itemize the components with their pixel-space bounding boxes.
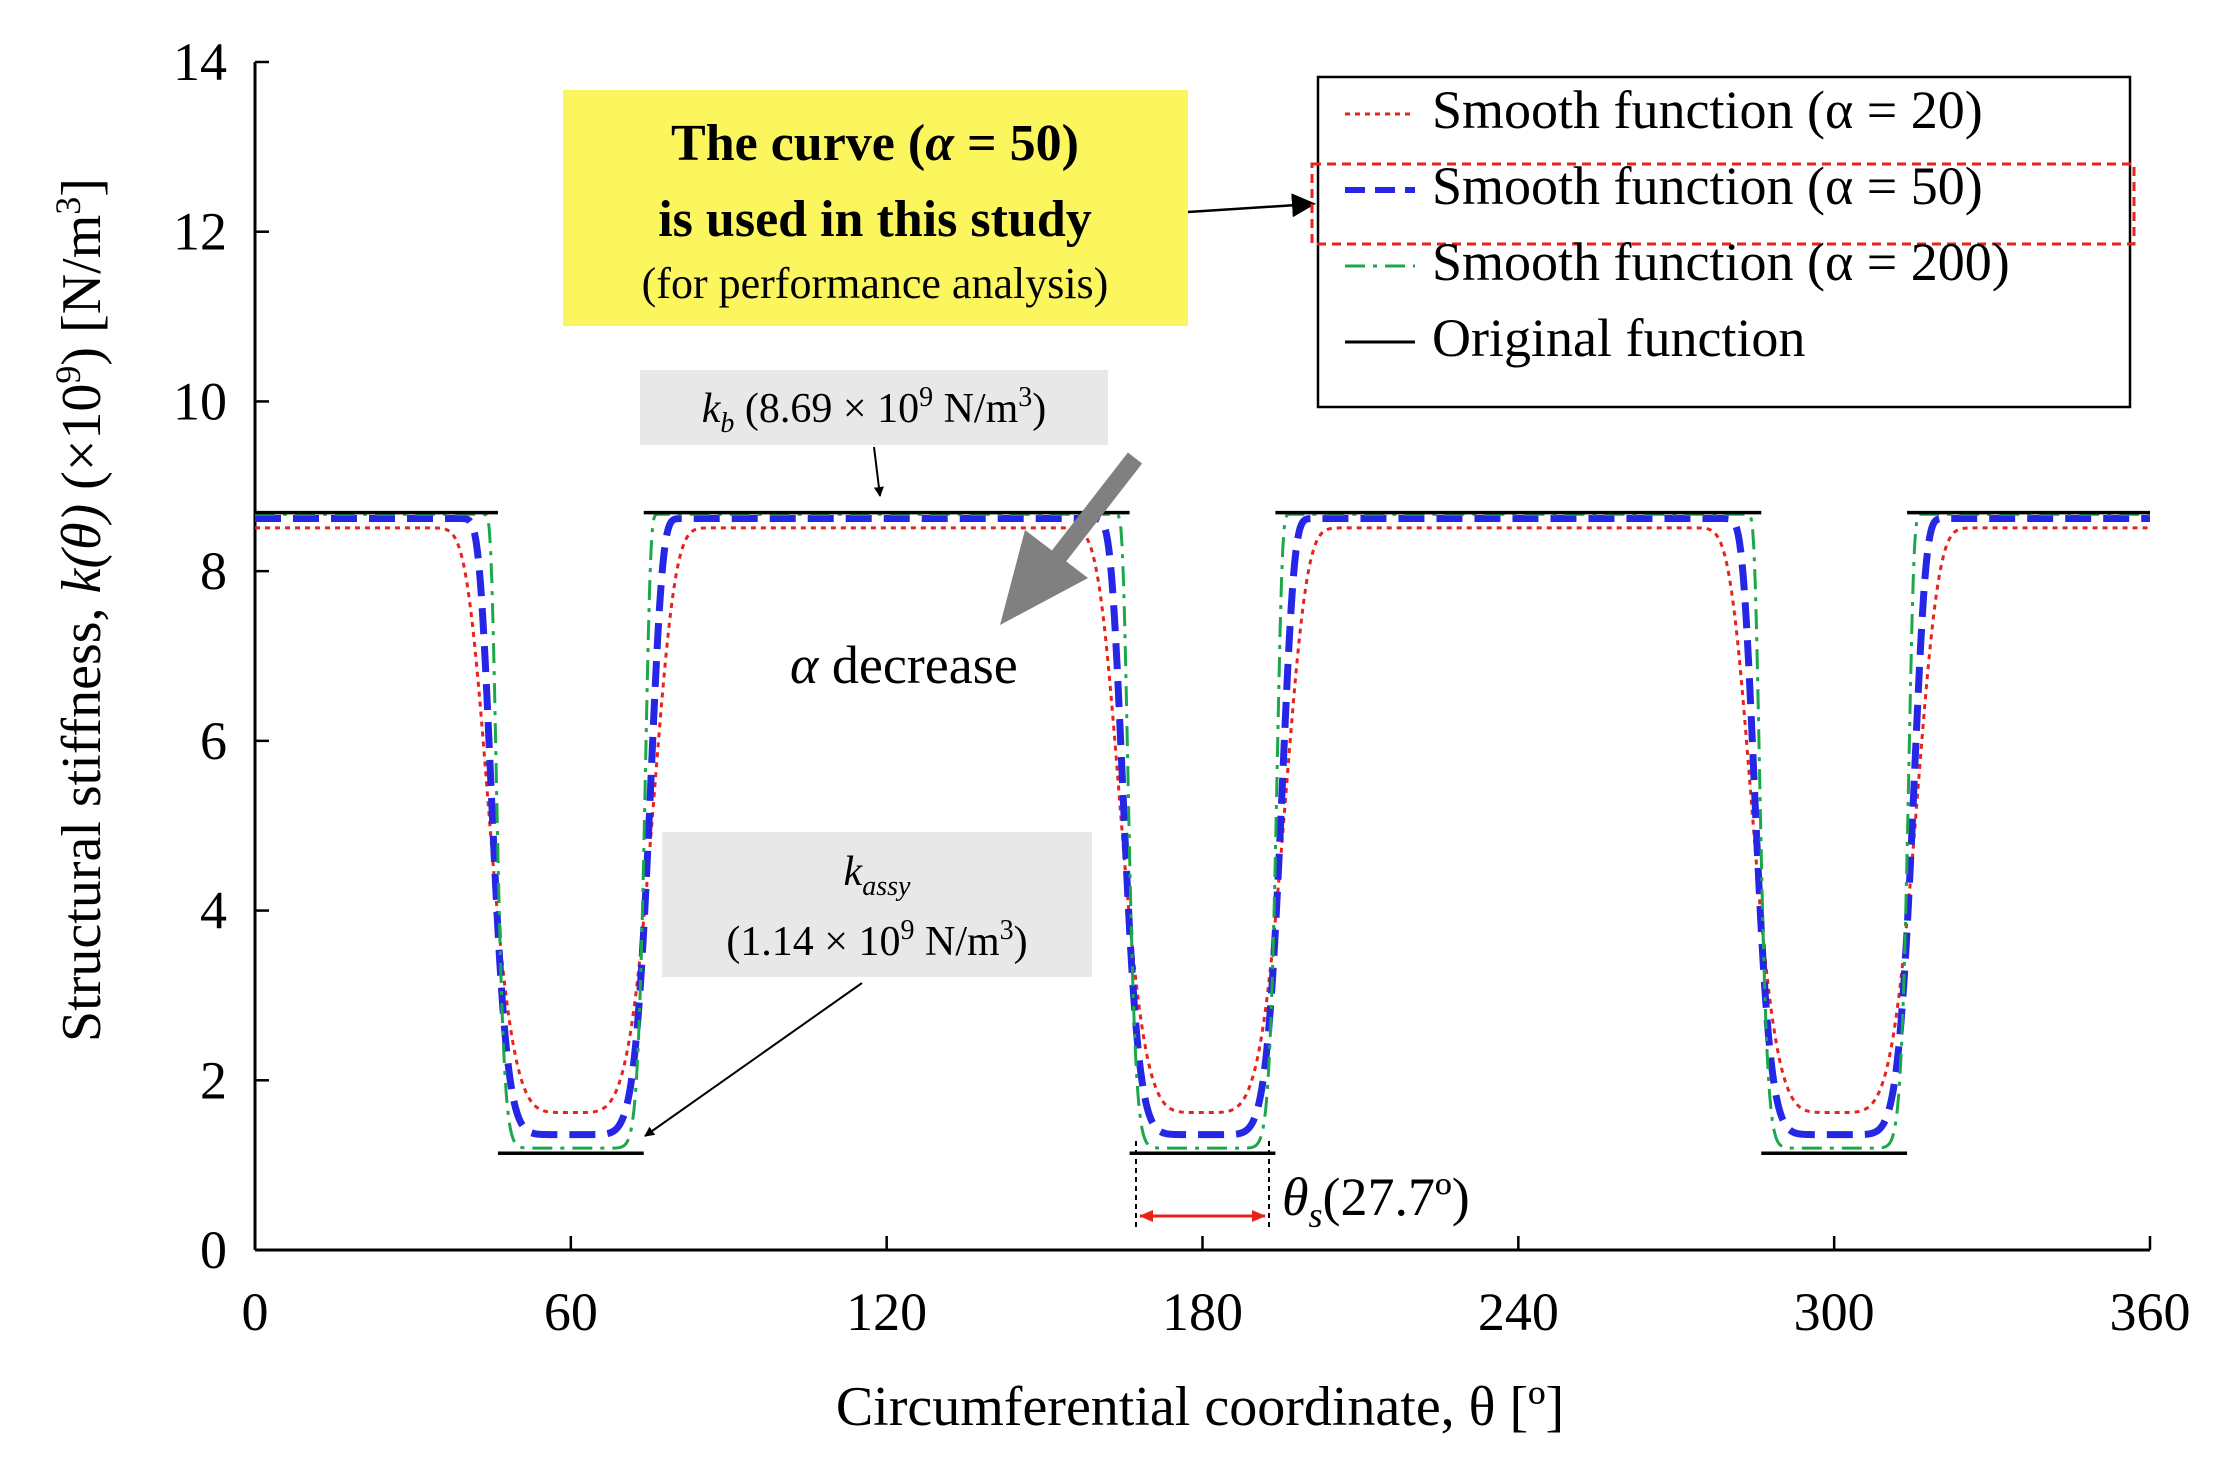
kb-label-background xyxy=(640,370,1108,445)
callout-box: The curve (α = 50) is used in this study… xyxy=(563,90,1188,326)
callout-line-2: is used in this study xyxy=(658,191,1092,248)
y-ticks: 0 2 4 6 8 10 12 14 xyxy=(173,32,269,1280)
y-tick-label: 8 xyxy=(200,541,227,601)
y-axis-label-prefix: Structural stiffness, xyxy=(51,593,113,1041)
y-tick-label: 0 xyxy=(200,1220,227,1280)
theta-s-label: θs(27.7º) xyxy=(1282,1167,1470,1235)
series-layer xyxy=(252,510,2153,1156)
x-ticks: 0 60 120 180 240 300 360 xyxy=(242,1236,2191,1342)
y-axis-label-scale: (×10 xyxy=(51,384,113,504)
kb-label: kb (8.69 × 109 N/m3) xyxy=(702,382,1047,439)
kassy-annotation: kassy (1.14 × 109 N/m3) xyxy=(644,832,1092,1137)
x-tick-label: 240 xyxy=(1478,1282,1559,1342)
x-tick-label: 300 xyxy=(1794,1282,1875,1342)
alpha-decrease-arrow-shaft xyxy=(1044,452,1143,571)
alpha-decrease-label: α decrease xyxy=(790,635,1018,695)
y-axis-label-close: ] xyxy=(51,178,113,197)
series-line-alpha-20 xyxy=(254,526,2151,1115)
series-line-alpha-200 xyxy=(254,512,2151,1150)
x-tick-label: 0 xyxy=(242,1282,269,1342)
legend-highlight-box xyxy=(1310,162,2136,246)
alpha-decrease-annotation: α decrease xyxy=(790,452,1143,695)
y-axis-label-scale-exp: 9 xyxy=(48,366,88,384)
callout-line-1: The curve (α = 50) xyxy=(671,115,1079,172)
y-axis-label-unit: ) [N/m xyxy=(51,215,113,366)
legend: Smooth function (α = 20) Smooth function … xyxy=(1310,75,2136,409)
legend-label: Original function xyxy=(1432,308,1805,368)
kb-annotation: kb (8.69 × 109 N/m3) xyxy=(640,370,1108,497)
theta-s-annotation: θs(27.7º) xyxy=(1135,1141,1470,1235)
y-tick-label: 6 xyxy=(200,711,227,771)
y-tick-label: 4 xyxy=(200,881,227,941)
callout-line-3: (for performance analysis) xyxy=(642,259,1109,308)
x-axis-label: Circumferential coordinate, θ [º] xyxy=(836,1376,1564,1438)
y-tick-label: 2 xyxy=(200,1050,227,1110)
legend-label: Smooth function (α = 50) xyxy=(1432,156,1983,216)
kassy-label-value: (1.14 × 109 N/m3) xyxy=(726,915,1027,965)
x-tick-label: 120 xyxy=(846,1282,927,1342)
kb-arrow xyxy=(873,446,884,497)
y-tick-label: 12 xyxy=(173,202,227,262)
legend-label: Smooth function (α = 20) xyxy=(1432,80,1983,140)
y-tick-label: 14 xyxy=(173,32,227,92)
callout-arrow xyxy=(1187,193,1316,218)
kassy-label-background xyxy=(662,832,1092,977)
y-axis-label-unit-exp: 3 xyxy=(48,197,88,215)
callout-background xyxy=(563,90,1188,326)
x-tick-label: 60 xyxy=(544,1282,598,1342)
kassy-label-symbol: kassy xyxy=(844,849,911,902)
legend-label: Smooth function (α = 200) xyxy=(1432,232,2010,292)
y-tick-label: 10 xyxy=(173,371,227,431)
x-tick-label: 180 xyxy=(1162,1282,1243,1342)
y-axis-label: Structural stiffness, k(θ) (×109) [N/m3] xyxy=(48,178,113,1042)
kassy-arrow xyxy=(644,982,863,1137)
alpha-decrease-arrow-head xyxy=(1000,530,1088,625)
x-tick-label: 360 xyxy=(2110,1282,2191,1342)
y-axis-label-symbol: k(θ) xyxy=(51,504,113,594)
legend-box xyxy=(1316,75,2132,409)
series-line-alpha-50 xyxy=(252,515,2153,1139)
